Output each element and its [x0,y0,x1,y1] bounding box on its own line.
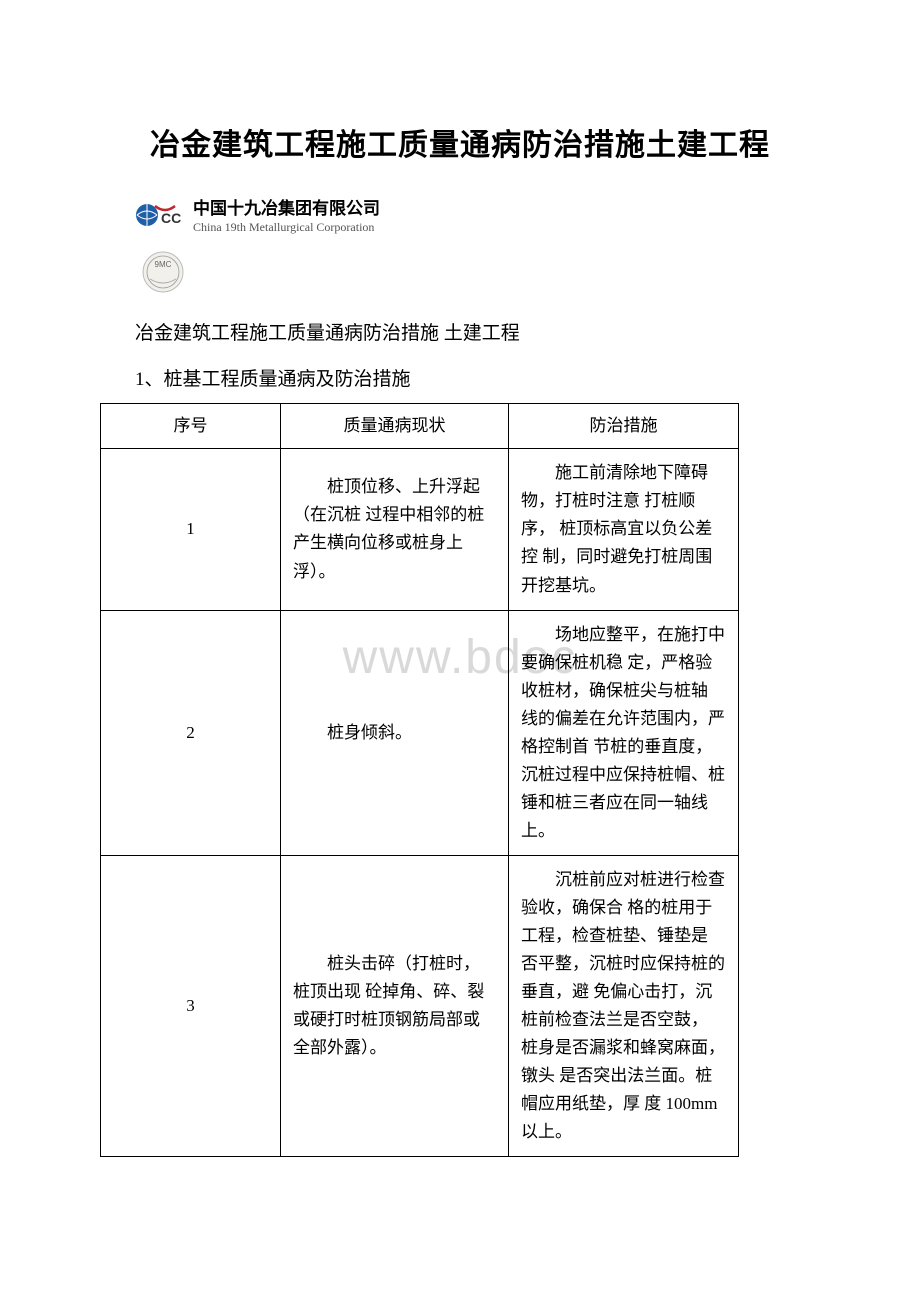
cell-seq: 1 [101,449,281,610]
company-name-cn: 中国十九冶集团有限公司 [193,194,380,219]
company-name-en: China 19th Metallurgical Corporation [193,220,380,235]
mcc-logo-icon: CC [135,200,185,230]
col-header-measure: 防治措施 [509,404,739,449]
section-heading: 1、桩基工程质量通病及防治措施 [135,364,820,391]
table-row: 3 桩头击碎（打桩时，桩顶出现 砼掉角、碎、裂或硬打时桩顶钢筋局部或全部外露）。… [101,855,739,1156]
table-row: 2 桩身倾斜。 场地应整平，在施打中要确保桩机稳 定，严格验收桩材，确保桩尖与桩… [101,610,739,855]
document-body: 冶金建筑工程施工质量通病防治措施土建工程 CC 中国十九冶集团有限公司 Chin… [100,120,820,1157]
mcc-globe-icon: CC [135,200,185,230]
document-subtitle: 冶金建筑工程施工质量通病防治措施 土建工程 [135,318,820,350]
certification-badge-icon: 9MC [140,249,820,300]
cell-seq: 3 [101,855,281,1156]
page-title: 冶金建筑工程施工质量通病防治措施土建工程 [100,120,820,164]
cell-defect: 桩头击碎（打桩时，桩顶出现 砼掉角、碎、裂或硬打时桩顶钢筋局部或全部外露）。 [281,855,509,1156]
table-header-row: 序号 质量通病现状 防治措施 [101,404,739,449]
cell-seq: 2 [101,610,281,855]
cell-defect: 桩顶位移、上升浮起（在沉桩 过程中相邻的桩产生横向位移或桩身上浮）。 [281,449,509,610]
cell-measure: 施工前清除地下障碍物，打桩时注意 打桩顺序， 桩顶标高宜以负公差控 制，同时避免… [509,449,739,610]
logo-row: CC 中国十九冶集团有限公司 China 19th Metallurgical … [135,194,820,235]
col-header-seq: 序号 [101,404,281,449]
badge-text: 9MC [155,260,172,269]
mcc-text: CC [161,210,181,226]
company-name-block: 中国十九冶集团有限公司 China 19th Metallurgical Cor… [193,194,380,235]
company-logo-block: CC 中国十九冶集团有限公司 China 19th Metallurgical … [135,194,820,300]
cell-measure: 场地应整平，在施打中要确保桩机稳 定，严格验收桩材，确保桩尖与桩轴 线的偏差在允… [509,610,739,855]
cell-measure: 沉桩前应对桩进行检查验收，确保合 格的桩用于工程，检查桩垫、锤垫是 否平整，沉桩… [509,855,739,1156]
table-row: 1 桩顶位移、上升浮起（在沉桩 过程中相邻的桩产生横向位移或桩身上浮）。 施工前… [101,449,739,610]
col-header-defect: 质量通病现状 [281,404,509,449]
defect-table: 序号 质量通病现状 防治措施 1 桩顶位移、上升浮起（在沉桩 过程中相邻的桩产生… [100,403,739,1157]
cell-defect: 桩身倾斜。 [281,610,509,855]
